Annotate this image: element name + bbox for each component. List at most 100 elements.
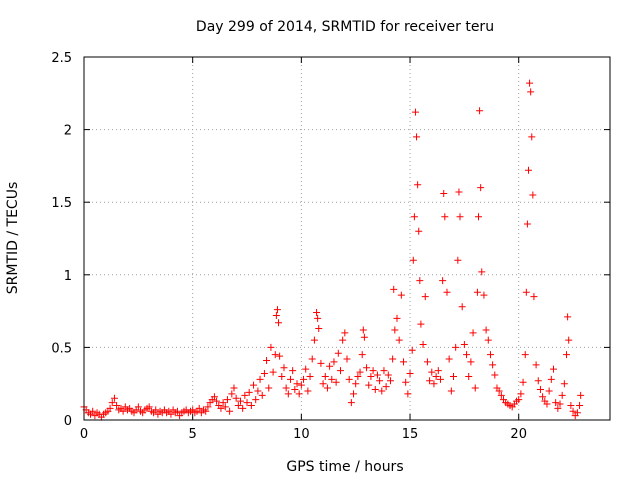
data-point [352,380,360,388]
data-point [404,390,412,398]
data-point [275,319,283,327]
data-point [369,367,377,375]
data-point [145,403,153,411]
data-point [414,181,422,189]
data-point [278,372,286,380]
data-point [232,394,240,402]
data-point [556,400,564,408]
x-tick-label: 5 [189,427,197,442]
data-point [536,386,544,394]
data-point [134,403,142,411]
data-point [213,397,221,405]
grid-lines [84,57,610,420]
data-point [306,372,314,380]
data-point [473,288,481,296]
data-point [528,133,536,141]
data-point [280,364,288,372]
data-point [495,387,503,395]
data-point [152,406,160,414]
data-point [119,407,127,415]
data-point [260,370,268,378]
data-point [391,326,399,334]
data-point [295,390,303,398]
data-point [440,189,448,197]
data-point [515,396,523,404]
data-point [443,288,451,296]
data-point [345,375,353,383]
y-tick-label: 1 [64,269,72,284]
data-point [308,355,316,363]
data-point [482,326,490,334]
data-point [419,340,427,348]
data-point [484,336,492,344]
data-point [300,375,308,383]
data-point [363,364,371,372]
data-point [532,361,540,369]
data-point [432,372,440,380]
data-point [317,359,325,367]
data-point [289,367,297,375]
x-axis-label: GPS time / hours [286,459,403,475]
y-tick-labels: 0 0.5 1 1.5 2 2.5 [51,51,72,429]
data-point [267,343,275,351]
data-point [236,397,244,405]
data-point [452,343,460,351]
data-point [554,404,562,412]
data-point [250,381,258,389]
x-tick-labels: 0 5 10 15 20 [80,427,527,442]
data-point [272,311,280,319]
data-point [376,377,384,385]
data-point [315,325,323,333]
data-point [552,399,560,407]
data-point [455,188,463,196]
data-points [80,79,585,421]
data-point [106,404,114,412]
data-point [323,384,331,392]
data-point [410,213,418,221]
data-point [371,386,379,394]
data-point [565,336,573,344]
data-point [226,407,234,415]
data-point [447,387,455,395]
data-point [547,375,555,383]
data-point [458,303,466,311]
data-point [395,336,403,344]
data-point [386,377,394,385]
data-point [359,326,367,334]
data-point [415,227,423,235]
data-point [110,394,118,402]
data-point [454,256,462,264]
data-point [573,409,581,417]
data-point [223,396,231,404]
data-point [460,340,468,348]
data-point [269,368,277,376]
data-point [254,387,262,395]
data-point [373,371,381,379]
data-point [380,367,388,375]
data-point [486,351,494,359]
data-point [382,383,390,391]
y-tick-label: 1.5 [51,196,72,211]
data-point [408,346,416,354]
data-point [549,365,557,373]
data-point [330,358,338,366]
data-point [445,355,453,363]
data-point [534,377,542,385]
data-point [204,403,212,411]
data-point [497,391,505,399]
data-point [341,329,349,337]
data-point [202,407,210,415]
data-point [297,381,305,389]
data-point [173,407,181,415]
data-point [286,375,294,383]
data-point [471,384,479,392]
data-point [529,191,537,199]
data-point [276,352,284,360]
x-tick-label: 20 [510,427,527,442]
data-point [243,399,251,407]
data-point [313,309,321,317]
data-point [480,291,488,299]
data-point [411,108,419,116]
data-point [519,378,527,386]
data-point [456,213,464,221]
